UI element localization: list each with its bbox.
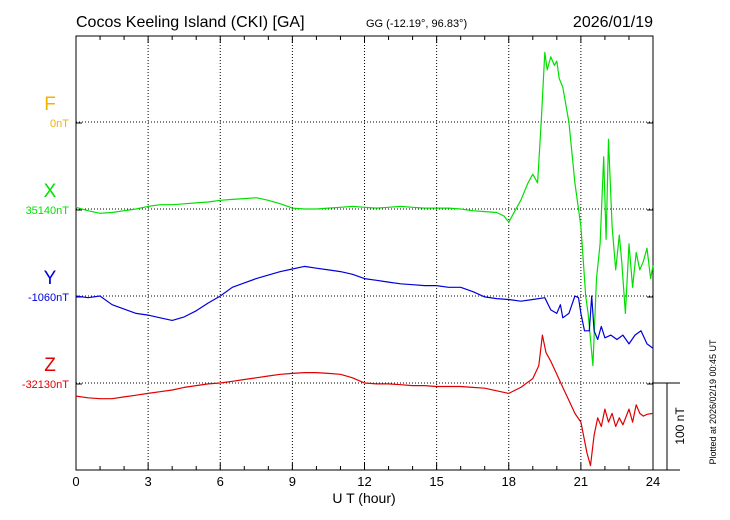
- trace-z: [75, 334, 654, 467]
- x-tick-label: 9: [289, 474, 296, 489]
- x-tick-label: 18: [502, 474, 516, 489]
- chart-date: 2026/01/19: [573, 14, 653, 31]
- component-name-y: Y: [44, 268, 57, 289]
- component-name-f: F: [44, 94, 56, 115]
- x-tick-label: 15: [429, 474, 443, 489]
- x-tick-labels: 0 3 6 9 12 15 18 21 24: [72, 474, 660, 489]
- x-tick-label: 3: [145, 474, 152, 489]
- scale-bar: 100 nT: [653, 382, 687, 471]
- station-coords: GG (-12.19°, 96.83°): [366, 18, 467, 30]
- component-labels: F 0nT X 35140nT Y -1060nT Z -32130nT: [22, 94, 69, 391]
- baseline-z: -32130nT: [22, 379, 69, 391]
- component-name-z: Z: [44, 355, 56, 376]
- horizontal-gridlines: [76, 121, 653, 384]
- x-tick-label: 24: [646, 474, 660, 489]
- axis-ticks: [75, 35, 654, 470]
- x-axis-label: U T (hour): [332, 490, 395, 506]
- baseline-f: 0nT: [50, 118, 69, 130]
- scale-bar-label: 100 nT: [673, 407, 687, 445]
- x-tick-label: 0: [72, 474, 79, 489]
- station-title: Cocos Keeling Island (CKI) [GA]: [76, 14, 305, 31]
- component-name-x: X: [44, 181, 57, 202]
- x-tick-label: 21: [574, 474, 588, 489]
- baseline-x: 35140nT: [26, 205, 70, 217]
- x-tick-label: 12: [357, 474, 371, 489]
- vertical-gridlines: [147, 36, 582, 470]
- traces: [75, 51, 654, 467]
- trace-x: [75, 51, 654, 367]
- baseline-y: -1060nT: [28, 292, 69, 304]
- x-tick-label: 6: [217, 474, 224, 489]
- plotted-note: Plotted at 2026/02/19 00:45 UT: [708, 339, 718, 465]
- trace-y: [75, 265, 654, 349]
